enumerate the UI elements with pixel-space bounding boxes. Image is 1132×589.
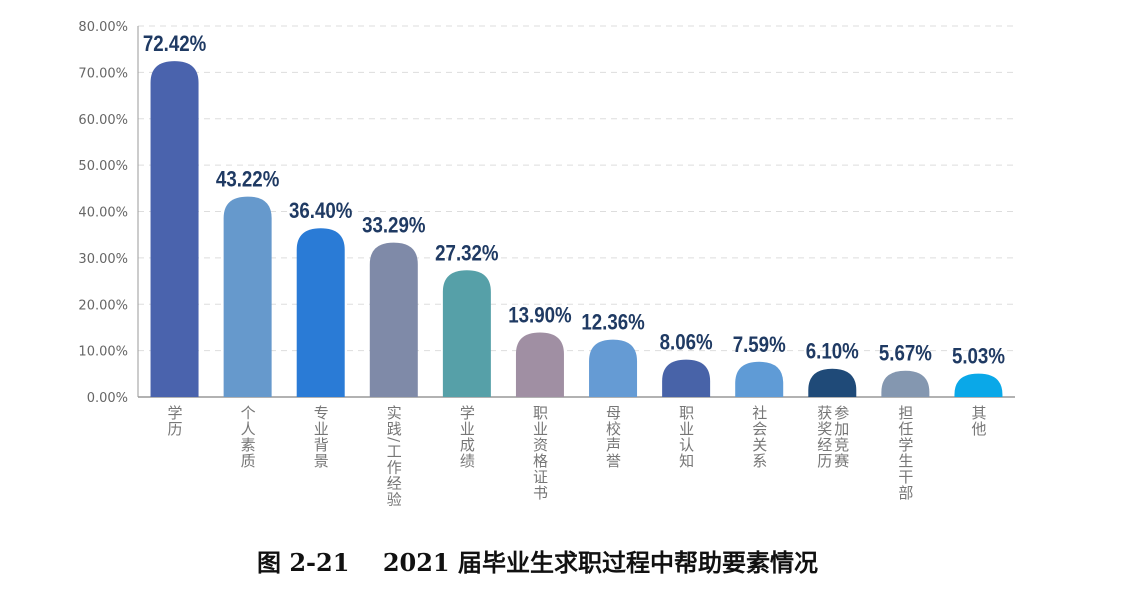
y-tick-label: 20.00% xyxy=(78,298,128,313)
bar-chart: 0.00% 10.00% 20.00% 30.00% 40.00% 50.00% 60.00… xyxy=(78,20,1015,406)
x-tick-label: 母校声誉 xyxy=(604,405,623,469)
bar xyxy=(369,242,418,397)
bar xyxy=(881,370,930,397)
x-tick-label: 实践/工作经验 xyxy=(384,405,403,508)
x-tick-label: 个人素质 xyxy=(238,405,257,469)
bar xyxy=(735,361,784,397)
data-label: 5.03% xyxy=(952,345,1005,369)
x-tick-label: 社会关系 xyxy=(750,405,769,469)
bar xyxy=(808,368,857,397)
data-label: 13.90% xyxy=(508,304,571,328)
y-tick-label: 0.00% xyxy=(87,391,128,406)
y-tick-label: 60.00% xyxy=(78,113,128,128)
data-label: 36.40% xyxy=(289,200,352,224)
x-tick-label: 专业背景 xyxy=(311,405,330,469)
data-label: 8.06% xyxy=(660,331,713,355)
x-tick-label: 职业资格证书 xyxy=(530,405,549,501)
y-tick-label: 80.00% xyxy=(78,20,128,35)
y-tick-label: 70.00% xyxy=(78,66,128,81)
x-tick-label: 学历 xyxy=(165,405,184,437)
data-label: 43.22% xyxy=(216,168,279,192)
bar xyxy=(442,270,491,397)
y-tick-label: 40.00% xyxy=(78,206,128,221)
x-tick-label: 担任学生干部 xyxy=(896,405,915,501)
data-label: 72.42% xyxy=(143,33,206,57)
bar xyxy=(296,228,345,397)
y-tick-label: 50.00% xyxy=(78,159,128,174)
data-label: 5.67% xyxy=(879,342,932,366)
data-label: 6.10% xyxy=(806,340,859,364)
data-label: 33.29% xyxy=(362,214,425,238)
x-tick-label: 其他 xyxy=(969,405,988,437)
data-label: 27.32% xyxy=(435,242,498,266)
y-tick-label: 10.00% xyxy=(78,345,128,360)
x-tick-label: 职业认知 xyxy=(677,405,696,469)
x-tick-label: 学业成绩 xyxy=(457,405,476,469)
bar xyxy=(662,359,711,397)
y-tick-label: 30.00% xyxy=(78,252,128,267)
data-label: 7.59% xyxy=(733,333,786,357)
chart-title: 图 2-21 2021 届毕业生求职过程中帮助要素情况 xyxy=(257,548,818,577)
data-label: 12.36% xyxy=(581,311,644,335)
bar xyxy=(515,332,564,397)
bar xyxy=(954,373,1003,397)
x-tick-label: 参加竞赛获奖经历 xyxy=(815,405,851,469)
bar xyxy=(589,339,638,397)
bar xyxy=(223,196,272,397)
bar xyxy=(150,61,199,397)
